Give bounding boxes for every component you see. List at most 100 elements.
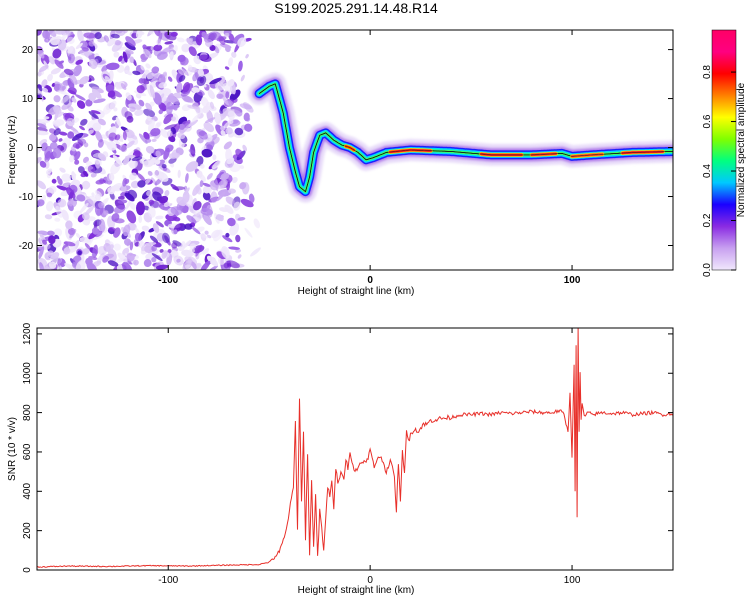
heatmap-noise-blob bbox=[113, 139, 121, 145]
heatmap-noise-blob bbox=[85, 195, 95, 207]
heatmap-noise-blob bbox=[202, 185, 211, 194]
heatmap-noise-blob bbox=[177, 68, 188, 76]
heatmap-signal-ridge bbox=[248, 72, 673, 203]
heatmap-noise-blob bbox=[47, 73, 53, 82]
heatmap-noise-blob bbox=[145, 145, 155, 154]
heatmap-x-tick-label: -100 bbox=[158, 275, 178, 286]
heatmap-x-tick-label: 100 bbox=[564, 275, 581, 286]
heatmap-noise-blob bbox=[192, 100, 201, 114]
heatmap-noise-blob bbox=[176, 258, 181, 263]
heatmap-noise-blob bbox=[54, 217, 61, 222]
heatmap-noise-blob bbox=[98, 218, 106, 233]
heatmap-noise-blob bbox=[163, 201, 170, 208]
heatmap-noise-blob bbox=[56, 175, 61, 181]
heatmap-noise-blob bbox=[228, 246, 240, 250]
heatmap-noise-blob bbox=[114, 39, 122, 46]
heatmap-noise-blob bbox=[68, 248, 77, 253]
colorbar-ticks: 0.0 0.2 0.4 0.6 0.8 bbox=[702, 65, 736, 277]
heatmap-noise-blob bbox=[158, 102, 167, 112]
heatmap-noise-blob bbox=[167, 76, 173, 82]
heatmap-noise-blob bbox=[148, 30, 154, 35]
snr-frame bbox=[36, 327, 674, 571]
heatmap-noise-blob bbox=[134, 90, 147, 97]
heatmap-noise-blob bbox=[143, 131, 150, 140]
heatmap-noise-blob bbox=[233, 201, 241, 211]
snr-y-tick-label: 800 bbox=[22, 404, 33, 421]
heatmap-noise-blob bbox=[134, 109, 144, 116]
heatmap-noise-blob bbox=[225, 91, 230, 99]
heatmap-noise-blob bbox=[146, 115, 152, 122]
heatmap-noise-blob bbox=[189, 248, 195, 253]
heatmap-noise-blob bbox=[113, 107, 118, 112]
heatmap-noise-blob bbox=[39, 262, 45, 270]
heatmap-noise-blob bbox=[57, 39, 67, 51]
heatmap-noise-blob bbox=[161, 163, 167, 169]
heatmap-noise-blob bbox=[146, 84, 153, 98]
heatmap-noise-blob bbox=[158, 109, 164, 115]
heatmap-noise-blob bbox=[147, 205, 156, 218]
heatmap-noise-blob bbox=[54, 120, 61, 128]
heatmap-noise-blob bbox=[187, 257, 193, 264]
snr-series-line bbox=[37, 328, 673, 568]
heatmap-noise-blob bbox=[182, 191, 190, 203]
snr-x-label: Height of straight line (km) bbox=[298, 585, 415, 596]
heatmap-noise-blob bbox=[191, 112, 202, 123]
heatmap-noise-blob bbox=[39, 233, 45, 238]
heatmap-noise-blob bbox=[37, 130, 49, 136]
heatmap-noise-blob bbox=[156, 51, 168, 60]
heatmap-noise-blob bbox=[55, 205, 64, 218]
heatmap-noise-blob bbox=[66, 117, 76, 127]
heatmap-noise-blob bbox=[208, 31, 222, 41]
heatmap-noise-blob bbox=[42, 239, 47, 245]
colorbar-tick-label: 0.8 bbox=[702, 65, 713, 79]
heatmap-noise-blob bbox=[173, 92, 183, 99]
figure-title: S199.2025.291.14.48.R14 bbox=[274, 0, 438, 16]
heatmap-noise-blob bbox=[151, 138, 157, 143]
heatmap-noise-blob bbox=[164, 124, 177, 130]
heatmap-noise-blob bbox=[159, 195, 169, 204]
heatmap-noise-blob bbox=[122, 247, 130, 256]
heatmap-noise-blob bbox=[98, 202, 105, 209]
heatmap-noise-blob bbox=[152, 191, 163, 201]
heatmap-noise-blob bbox=[88, 40, 95, 47]
heatmap-noise-blob bbox=[44, 145, 53, 159]
heatmap-noise-blob bbox=[191, 226, 201, 235]
heatmap-noise-blob bbox=[122, 30, 128, 34]
heatmap-noise-blob bbox=[195, 186, 202, 195]
heatmap-noise-blob bbox=[104, 75, 110, 82]
heatmap-noise-blob bbox=[246, 117, 251, 122]
colorbar-tick-label: 0.2 bbox=[702, 213, 713, 227]
heatmap-noise-blob bbox=[223, 262, 230, 269]
heatmap-noise-blob bbox=[37, 146, 42, 154]
heatmap-noise-blob bbox=[125, 199, 132, 210]
heatmap-noise-blob bbox=[67, 89, 77, 95]
heatmap-noise-blob bbox=[152, 223, 160, 233]
heatmap-noise-blob bbox=[129, 160, 139, 169]
heatmap-noise-blob bbox=[151, 257, 157, 263]
heatmap-noise-blob bbox=[113, 205, 126, 214]
heatmap-noise-blob bbox=[155, 221, 164, 228]
heatmap-noise-blob bbox=[147, 170, 153, 176]
heatmap-noise-blob bbox=[115, 117, 121, 127]
heatmap-noise-blob bbox=[153, 44, 163, 52]
heatmap-noise-blob bbox=[130, 180, 140, 189]
heatmap-noise-blob bbox=[218, 207, 229, 213]
heatmap-noise-blob bbox=[135, 93, 142, 99]
heatmap-noise-blob bbox=[68, 198, 74, 207]
heatmap-noise-blob bbox=[250, 247, 261, 257]
heatmap-noise-blob bbox=[135, 30, 143, 39]
heatmap-noise-blob bbox=[202, 182, 211, 187]
heatmap-noise-blob bbox=[75, 59, 84, 65]
heatmap-noise-blob bbox=[63, 247, 71, 255]
heatmap-noise-blob bbox=[53, 95, 61, 103]
heatmap-noise-blob bbox=[248, 193, 255, 203]
heatmap-noise-blob bbox=[91, 192, 95, 197]
heatmap-noise-blob bbox=[67, 131, 75, 139]
heatmap-noise-blob bbox=[43, 116, 50, 120]
colorbar: 0.0 0.2 0.4 0.6 0.8 Normalized spectral ampl… bbox=[702, 29, 747, 277]
heatmap-noise-blob bbox=[75, 42, 83, 50]
heatmap-noise-blob bbox=[81, 46, 89, 52]
heatmap-noise-blob bbox=[191, 87, 200, 93]
heatmap-noise-blob bbox=[62, 32, 67, 40]
heatmap-noise-blob bbox=[120, 184, 127, 193]
